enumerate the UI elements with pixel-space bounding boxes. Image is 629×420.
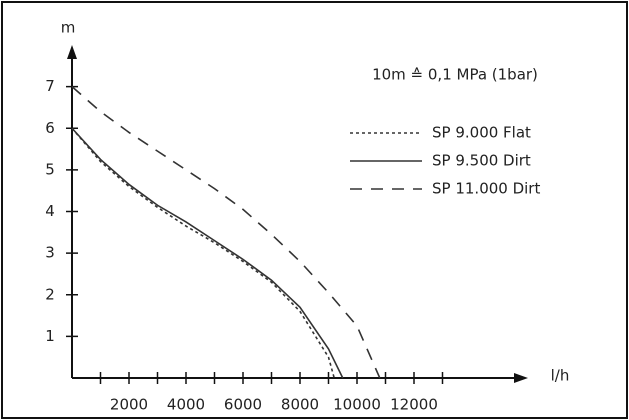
legend-label: SP 9.500 Dirt [432,152,531,170]
series-line [71,127,344,379]
x-tick-label: 2000 [110,396,148,414]
x-axis-label: l/h [551,367,570,385]
y-axis-label: m [61,19,76,37]
y-tick-label: 1 [45,327,55,345]
y-tick-label: 5 [45,160,55,178]
legend-label: SP 9.000 Flat [432,124,531,142]
x-tick-label: 12000 [390,396,438,414]
x-tick-label: 4000 [167,396,205,414]
y-tick-label: 3 [45,244,55,262]
x-tick-label: 6000 [224,396,262,414]
x-tick-label: 8000 [281,396,319,414]
x-tick-label: 10000 [333,396,381,414]
annotation: 10m ≙ 0,1 MPa (1bar) [372,66,538,84]
y-tick-label: 2 [45,285,55,303]
y-axis-arrow [67,45,77,59]
legend-label: SP 11.000 Dirt [432,180,540,198]
x-axis-arrow [514,373,528,383]
series-line [71,86,381,379]
series-line [71,127,335,379]
y-tick-label: 6 [45,119,55,137]
y-tick-label: 7 [45,77,55,95]
y-tick-label: 4 [45,202,55,220]
